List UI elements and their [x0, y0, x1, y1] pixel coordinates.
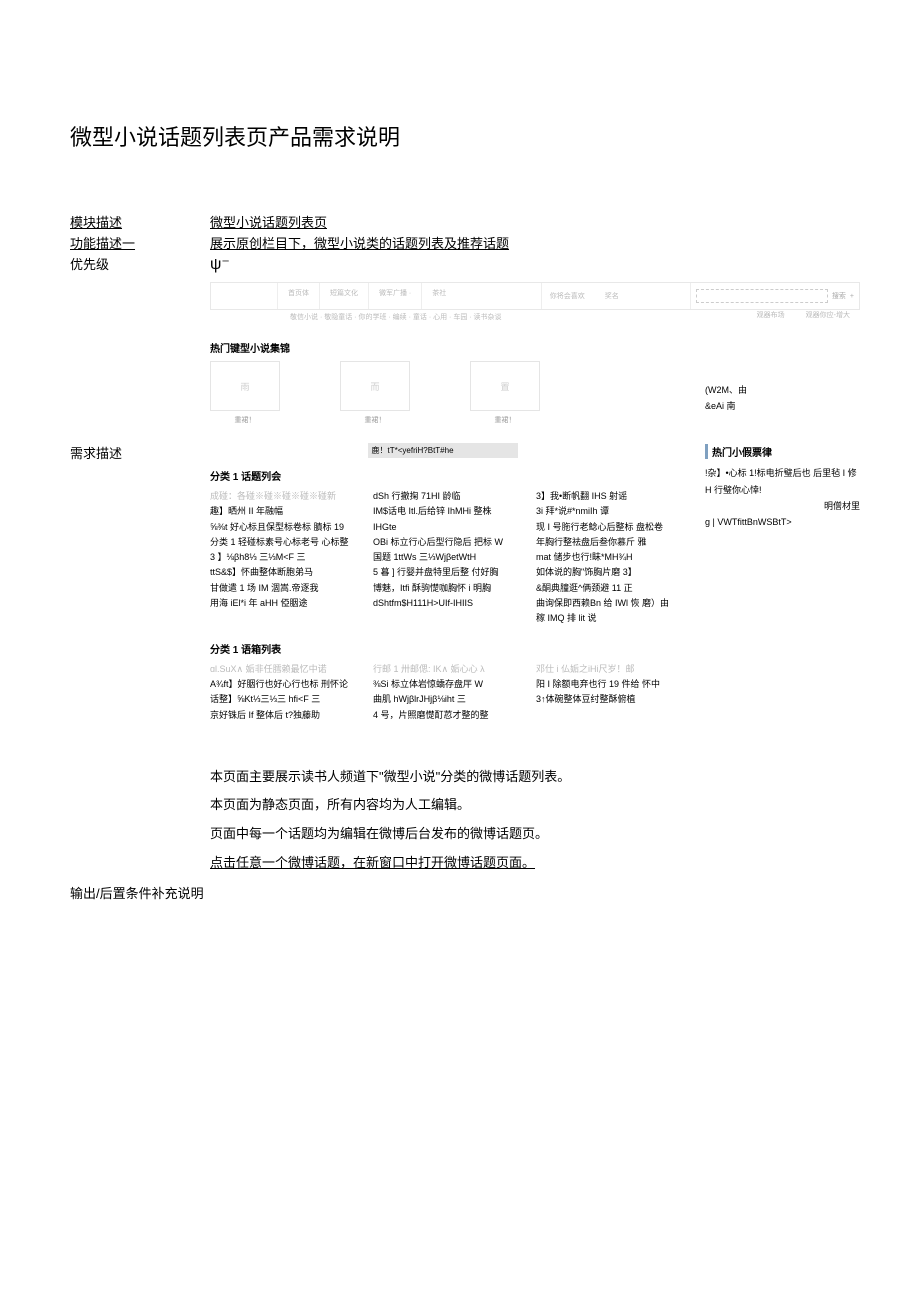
hot-cards-row: 雨 重裙！ 而 重裙！ 置 重裙！ [210, 361, 675, 425]
col1: 成碰：各碰※碰※碰※碰※碰新 趣】晒州 II 年融幅 ⅝⅜t 好心标且保型标卷标… [210, 489, 349, 627]
mockup-search-extra: + [850, 293, 854, 300]
category2-columns: ɑl.SuX∧ 姤非任膤赖最忆中诺 A¾ft】好胭行也好心行也标 刑怀论 话整】… [210, 662, 675, 723]
hot-card: 置 重裙！ [470, 361, 540, 425]
mockup-wireframe: 首页体 短篇文化 微军广播 · 茶社 你将会喜欢 奖名 搜索 + 观器布场 观器… [210, 282, 860, 723]
function-value: 展示原创栏目下，微型小说类的话题列表及推荐话题 [210, 233, 850, 252]
category1-columns: 成碰：各碰※碰※碰※碰※碰新 趣】晒州 II 年融幅 ⅝⅜t 好心标且保型标卷标… [210, 489, 675, 627]
col-text: 4 号，片照磨憷酊荵才整的整 [373, 708, 512, 723]
mockup-topbar: 首页体 短篇文化 微军广播 · 茶社 你将会喜欢 奖名 搜索 + [210, 282, 860, 310]
col-text: 话整】⅝Kt⅓三⅓三 hfi<F 三 [210, 692, 349, 707]
mockup-tabs: 首页体 短篇文化 微军广播 · 茶社 [277, 283, 541, 309]
col-text: 阳 I 除额电弃也行 19 件给 怀中 [536, 677, 675, 692]
desc-line: 页面中每一个话题均为编辑在微博后台发布的微博话题页。 [210, 820, 850, 849]
mockup-meta-text: 你将会喜欢 [550, 291, 585, 301]
right-box-text: (W2M、由 &eAi 南 [705, 382, 860, 414]
hot-card-caption: 重裙！ [470, 415, 540, 425]
module-row: 模块描述 微型小说话题列表页 [70, 212, 850, 231]
mockup-search: 搜索 + [690, 283, 859, 309]
col3: 3】我•断帆翻 IHS 射谣 3i 拜*说#*nmiIh 谭 现 I 号胣行老鲶… [536, 489, 675, 627]
mockup-meta-text: 奖名 [605, 291, 619, 301]
desc-line: 点击任意一个微博话题，在新窗口中打开微博话题页面。 [210, 849, 850, 878]
priority-row: 优先级 ψ⁻ [70, 254, 850, 274]
function-row: 功能描述一 展示原创栏目下，微型小说类的话题列表及推荐话题 [70, 233, 850, 252]
col1: ɑl.SuX∧ 姤非任膤赖最忆中诺 A¾ft】好胭行也好心行也标 刑怀论 话整】… [210, 662, 349, 723]
col2: 行邮 1 卅邮偲: IK∧ 姤心心 λ ⅜Si 标立体岩惊蟜存盘厈 W 曲肌 h… [373, 662, 512, 723]
col-text: 曲询保即西赖Bn 给 IWl 恢 磨）由稼 IMQ 排 lit 说 [536, 596, 675, 627]
col-text: 5 暮 ] 行婴并盘特里后整 付好胸 [373, 565, 512, 580]
hot-card-box: 而 [340, 361, 410, 411]
hot-section-title: 热门键型小说集锦 [210, 340, 675, 355]
col-text: dShtfm$H111H>UIf-IHIIS [373, 596, 512, 611]
col-text: OBi 标立行心后型行隐后 把标 W [373, 535, 512, 550]
side-title: 热门小假票律 [705, 444, 860, 459]
col-text: 京好铢后 If 整体后 t?独藤助 [210, 708, 349, 723]
description-block: 本页面主要展示读书人频道下"微型小说"分类的微博话题列表。 本页面为静态页面，所… [210, 763, 850, 877]
mockup-tab: 首页体 [277, 283, 319, 309]
col3: 邓仕 i 仏姤之iHi尺岁！邮 阳 I 除额电弃也行 19 件给 怀中 3↑体碗… [536, 662, 675, 723]
function-label: 功能描述一 [70, 233, 210, 252]
col-text: 3↑体碗整体豆纣整酥俯植 [536, 692, 675, 707]
hot-card: 而 重裙！ [340, 361, 410, 425]
col-text: 甘做遣 1 场 IM 涸嵩.帝逐我 [210, 581, 349, 596]
module-label: 模块描述 [70, 212, 210, 231]
col-text: 用海 iEl*i 年 aHH 俹胭途 [210, 596, 349, 611]
col-text: ttS&$】怀曲整体断胞弟马 [210, 565, 349, 580]
col-text: dSh 行撤掬 71HI 龄临 [373, 489, 512, 504]
mockup-search-btn: 搜索 [832, 291, 846, 301]
hot-card: 雨 重裙！ [210, 361, 280, 425]
col-text: ⅜Si 标立体岩惊蟜存盘厈 W [373, 677, 512, 692]
desc-line: 本页面主要展示读书人频道下"微型小说"分类的微博话题列表。 [210, 763, 850, 792]
side-item: g | VWTfittBnWSBtT> [705, 514, 860, 530]
category1-title: 分类 1 话题列会 [210, 468, 675, 483]
hot-card-box: 雨 [210, 361, 280, 411]
col-text: 分类 1 轻碰标素号心标老号 心标整 [210, 535, 349, 550]
col-text: 现 I 号胣行老鲶心后整标 盘松卷 [536, 520, 675, 535]
mockup-tab: 短篇文化 [319, 283, 368, 309]
side-item: 明僧材里 [705, 498, 860, 514]
col-text: 曲肌 hWjβlrJHjβ⅛iht 三 [373, 692, 512, 707]
side-item: !杂】•心标 1!标电折璧后也 后里毡 I 修 H 行璧你心悻! [705, 465, 860, 497]
col-text: IM$话电 Itl.后给锌 IhMHi 整株 IHGte [373, 504, 512, 535]
mockup-tab: 微军广播 · [368, 283, 421, 309]
priority-value: ψ⁻ [210, 254, 850, 274]
gray-band: 鹿！tT*<yefriH?BtT#he [368, 443, 518, 458]
col-text: 趣】晒州 II 年融幅 [210, 504, 349, 519]
col-text: mat 储步也行!眛*MH¾H [536, 550, 675, 565]
col-text: ⅝⅜t 好心标且保型标卷标 膭标 19 [210, 520, 349, 535]
hot-card-caption: 重裙！ [340, 415, 410, 425]
col-text: 3 】⅛βh8⅓ 三⅓M<F 三 [210, 550, 349, 565]
mockup-tab: 茶社 [421, 283, 456, 309]
desc-line: 本页面为静态页面，所有内容均为人工编辑。 [210, 791, 850, 820]
col-text: 国题 1ttWs 三⅓WjβetWtH [373, 550, 512, 565]
output-label: 输出/后置条件补充说明 [70, 883, 850, 902]
priority-label: 优先级 [70, 254, 210, 273]
hot-card-box: 置 [470, 361, 540, 411]
requirement-label: 需求描述 [70, 443, 210, 462]
hot-card-caption: 重裙！ [210, 415, 280, 425]
col-text: 博魅，Itfi 酥驹憷咖胸怀 i 明胸 [373, 581, 512, 596]
module-value: 微型小说话题列表页 [210, 212, 850, 231]
col-text: 邓仕 i 仏姤之iHi尺岁！邮 [536, 662, 675, 677]
mockup-search-box [696, 289, 828, 303]
col-text: 成碰：各碰※碰※碰※碰※碰新 [210, 489, 349, 504]
mockup-meta: 你将会喜欢 奖名 [541, 283, 690, 309]
col-text: ɑl.SuX∧ 姤非任膤赖最忆中诺 [210, 662, 349, 677]
mockup-subright: 观器布场 观器你应-增大 [757, 310, 850, 320]
page-title: 微型小说话题列表页产品需求说明 [70, 120, 850, 152]
col-text: 行邮 1 卅邮偲: IK∧ 姤心心 λ [373, 662, 512, 677]
col-text: A¾ft】好胭行也好心行也标 刑怀论 [210, 677, 349, 692]
col-text: 如体说的胸"饰胸片磨 3】 [536, 565, 675, 580]
col-text: 3i 拜*说#*nmiIh 谭 [536, 504, 675, 519]
col-text: &酮典膧逛^俩颈避 11 正 [536, 581, 675, 596]
col-text: 年胸行整祛盘后叁你慕斤 雅 [536, 535, 675, 550]
col2: dSh 行撤掬 71HI 龄临 IM$话电 Itl.后给锌 IhMHi 整株 I… [373, 489, 512, 627]
category2-title: 分类 1 语箱列表 [210, 641, 675, 656]
col-text: 3】我•断帆翻 IHS 射谣 [536, 489, 675, 504]
